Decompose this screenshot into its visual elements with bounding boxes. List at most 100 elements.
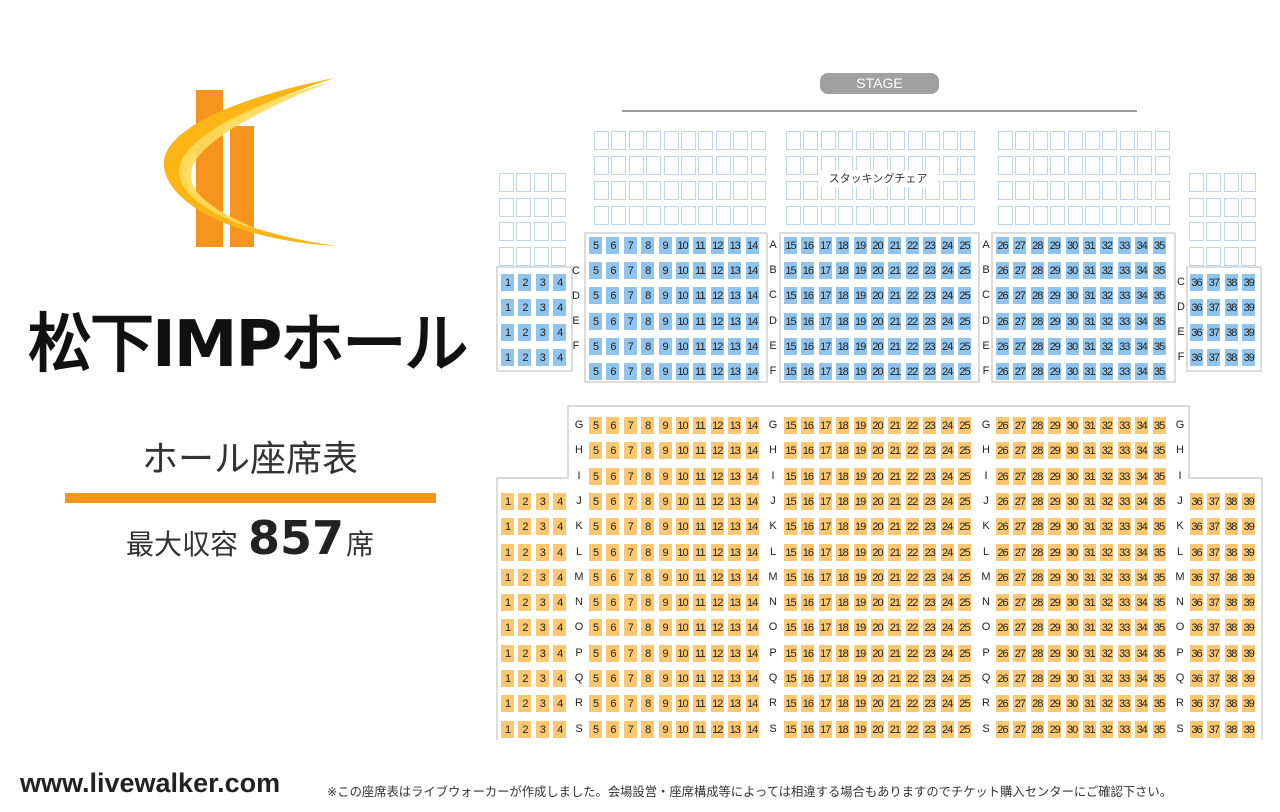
seat-J-39: 39 [1241, 492, 1257, 511]
seat-N-6: 6 [605, 593, 621, 612]
seat-A-17: 17 [817, 236, 833, 255]
stacking-chair-seat [1189, 247, 1204, 266]
row-label-F: F [1177, 351, 1185, 363]
stacking-chair-seat [1067, 181, 1083, 200]
row-label-N: N [575, 596, 583, 608]
seat-Q-15: 15 [783, 669, 798, 688]
seat-K-29: 29 [1047, 517, 1063, 536]
seat-O-33: 33 [1116, 618, 1132, 637]
stacking-chair-seat [1154, 131, 1170, 150]
seat-K-31: 31 [1082, 517, 1097, 536]
row-label-R: R [1176, 697, 1184, 709]
stacking-chair-seat [715, 206, 731, 225]
seat-S-36: 36 [1189, 720, 1204, 739]
seat-E-4: 4 [552, 323, 568, 342]
seat-D-2: 2 [517, 298, 533, 317]
seat-C-36: 36 [1189, 273, 1204, 292]
seat-O-19: 19 [852, 618, 868, 637]
seat-L-14: 14 [744, 543, 760, 562]
seat-L-28: 28 [1029, 543, 1045, 562]
seat-A-34: 34 [1134, 236, 1150, 255]
stacking-chair-seat [663, 206, 679, 225]
seat-P-27: 27 [1012, 644, 1028, 663]
row-label-N: N [769, 596, 777, 608]
stacking-chair-seat [1154, 206, 1170, 225]
seat-B-24: 24 [939, 261, 955, 280]
seat-G-27: 27 [1012, 416, 1028, 435]
seat-P-22: 22 [904, 644, 920, 663]
seat-D-15: 15 [783, 312, 798, 331]
seat-L-4: 4 [552, 543, 568, 562]
stacking-chair-seat [733, 181, 749, 200]
row-label-L: L [982, 546, 990, 558]
seat-L-5: 5 [588, 543, 603, 562]
seat-R-38: 38 [1223, 694, 1239, 713]
seat-K-7: 7 [622, 517, 638, 536]
seat-I-19: 19 [852, 467, 868, 486]
row-label-R: R [982, 697, 990, 709]
seat-A-8: 8 [640, 236, 656, 255]
seat-J-18: 18 [835, 492, 851, 511]
stacking-chair-seat [1137, 156, 1153, 175]
seat-G-11: 11 [692, 416, 708, 435]
seat-Q-31: 31 [1082, 669, 1097, 688]
seat-F-25: 25 [957, 362, 972, 381]
seat-S-33: 33 [1116, 720, 1132, 739]
stacking-chair-seat [1032, 156, 1048, 175]
site-url[interactable]: www.livewalker.com [20, 768, 281, 798]
seat-B-26: 26 [995, 261, 1010, 280]
seat-M-31: 31 [1082, 568, 1097, 587]
seat-Q-19: 19 [852, 669, 868, 688]
seat-H-24: 24 [939, 441, 955, 460]
seat-F-35: 35 [1151, 362, 1167, 381]
seat-P-12: 12 [709, 644, 725, 663]
row-label-S: S [575, 723, 583, 735]
seat-P-11: 11 [692, 644, 708, 663]
seat-P-16: 16 [800, 644, 816, 663]
seat-N-4: 4 [552, 593, 568, 612]
rear-area-outline [496, 405, 1263, 740]
seat-G-20: 20 [870, 416, 885, 435]
seat-H-27: 27 [1012, 441, 1028, 460]
seat-O-4: 4 [552, 618, 568, 637]
seat-G-12: 12 [709, 416, 725, 435]
seat-G-18: 18 [835, 416, 851, 435]
seat-L-35: 35 [1151, 543, 1167, 562]
seat-S-30: 30 [1064, 720, 1080, 739]
seat-Q-2: 2 [517, 669, 533, 688]
seat-O-31: 31 [1082, 618, 1097, 637]
seat-F-27: 27 [1012, 362, 1028, 381]
stacking-chair-seat [698, 181, 714, 200]
seat-A-20: 20 [870, 236, 885, 255]
stacking-chair-seat [803, 156, 819, 175]
stacking-chair-seat [1015, 206, 1031, 225]
stacking-chair-seat [942, 156, 958, 175]
seat-I-11: 11 [692, 467, 708, 486]
seat-O-23: 23 [922, 618, 938, 637]
seat-E-39: 39 [1241, 323, 1257, 342]
seat-P-5: 5 [588, 644, 603, 663]
seat-N-13: 13 [727, 593, 743, 612]
seat-N-19: 19 [852, 593, 868, 612]
seat-S-10: 10 [675, 720, 690, 739]
stacking-chair-seat [907, 131, 923, 150]
stacking-chair-seat [786, 156, 801, 175]
stacking-chair-seat [1015, 131, 1031, 150]
stacking-chair-seat [960, 131, 975, 150]
seat-A-25: 25 [957, 236, 972, 255]
seat-O-2: 2 [517, 618, 533, 637]
seat-M-11: 11 [692, 568, 708, 587]
seat-G-5: 5 [588, 416, 603, 435]
seat-C-9: 9 [657, 286, 673, 305]
stacking-chair-seat [1223, 198, 1239, 217]
seat-G-34: 34 [1134, 416, 1150, 435]
seat-R-22: 22 [904, 694, 920, 713]
seat-Q-29: 29 [1047, 669, 1063, 688]
seat-E-22: 22 [904, 337, 920, 356]
row-label-P: P [1176, 647, 1184, 659]
seat-H-34: 34 [1134, 441, 1150, 460]
seat-K-38: 38 [1223, 517, 1239, 536]
seat-J-13: 13 [727, 492, 743, 511]
seat-C-19: 19 [852, 286, 868, 305]
seat-Q-37: 37 [1206, 669, 1222, 688]
